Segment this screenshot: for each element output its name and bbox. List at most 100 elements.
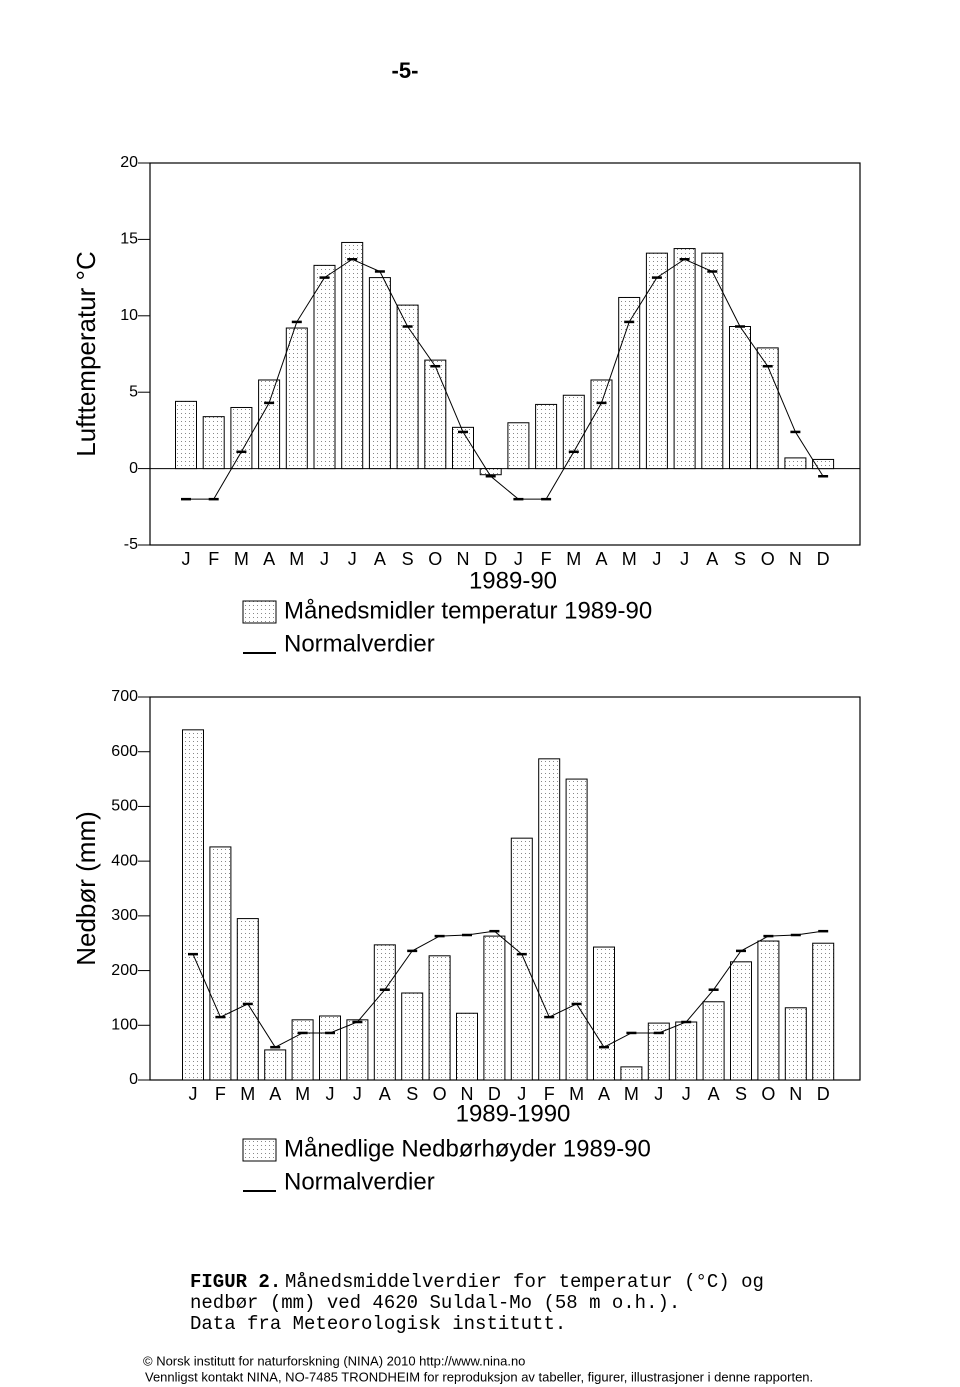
bar [424, 359, 447, 470]
x-tick-label: J [320, 549, 329, 569]
x-tick-label: D [488, 1084, 501, 1104]
bar [510, 837, 533, 1081]
y-tick-label: 0 [129, 1071, 138, 1088]
bar [483, 935, 506, 1081]
bar [428, 955, 451, 1081]
bar [313, 264, 336, 470]
bar [368, 277, 391, 470]
x-tick-label: N [789, 1084, 802, 1104]
y-tick-label: 0 [129, 460, 138, 477]
x-tick-label: J [326, 1084, 335, 1104]
bar [373, 944, 396, 1081]
bar [175, 400, 197, 470]
legend-swatch [242, 600, 277, 624]
x-tick-label: S [734, 549, 746, 569]
y-tick-label: 5 [129, 383, 138, 400]
page-number: -5- [392, 58, 419, 83]
legend-label: Månedsmidler temperatur 1989-90 [284, 597, 652, 624]
y-tick-label: 10 [120, 307, 138, 324]
bar [645, 252, 668, 470]
bar [452, 426, 474, 470]
bar [346, 1019, 369, 1081]
x-tick-label: J [189, 1084, 198, 1104]
line [192, 930, 824, 1048]
x-tick-label: S [402, 549, 414, 569]
x-tick-label: O [761, 1084, 775, 1104]
x-tick-label: A [595, 549, 607, 569]
x-tick-label: A [708, 1084, 720, 1104]
y-tick-label: 400 [111, 852, 138, 869]
x-axis-label: 1989-90 [469, 567, 557, 594]
bar [701, 252, 724, 470]
x-tick-label: J [654, 1084, 663, 1104]
x-tick-label: A [263, 549, 275, 569]
x-tick-label: N [789, 549, 802, 569]
x-tick-label: J [652, 549, 661, 569]
bar [264, 1049, 287, 1081]
bar [730, 961, 752, 1081]
bar [456, 1012, 478, 1081]
bar [675, 1021, 698, 1081]
x-tick-label: M [569, 1084, 584, 1104]
bar [479, 468, 502, 476]
x-tick-label: D [817, 549, 830, 569]
x-tick-label: J [514, 549, 523, 569]
y-tick-label: 15 [120, 231, 138, 248]
x-tick-label: F [208, 549, 219, 569]
y-tick-label: 100 [111, 1017, 138, 1034]
footer-line: Vennligst kontakt NINA, NO-7485 TRONDHEI… [145, 1369, 813, 1384]
x-tick-label: A [379, 1084, 391, 1104]
bar [535, 403, 558, 470]
x-tick-label: F [544, 1084, 555, 1104]
footer-line: © Norsk institutt for naturforskning (NI… [143, 1353, 525, 1368]
bar [319, 1015, 341, 1081]
x-tick-label: M [622, 549, 637, 569]
y-tick-label: 500 [111, 798, 138, 815]
y-tick-label: 600 [111, 743, 138, 760]
bar [401, 992, 424, 1081]
bar [593, 946, 615, 1081]
bar [673, 248, 696, 470]
bar [209, 846, 232, 1081]
line [186, 258, 824, 500]
y-tick-label: 20 [120, 154, 138, 171]
x-tick-label: J [682, 1084, 691, 1104]
bar [507, 422, 530, 470]
x-tick-label: J [517, 1084, 526, 1104]
x-tick-label: F [541, 549, 552, 569]
bar [236, 918, 259, 1081]
bar [812, 458, 835, 470]
x-tick-label: M [240, 1084, 255, 1104]
bar [565, 778, 588, 1081]
bar [341, 241, 364, 470]
caption-label: FIGUR 2. [190, 1271, 281, 1293]
bar [202, 416, 225, 470]
legend-label: Månedlige Nedbørhøyder 1989-90 [284, 1135, 651, 1162]
x-tick-label: N [461, 1084, 474, 1104]
x-tick-label: S [406, 1084, 418, 1104]
x-tick-label: O [433, 1084, 447, 1104]
x-tick-label: O [428, 549, 442, 569]
x-tick-label: J [182, 549, 191, 569]
x-tick-label: M [289, 549, 304, 569]
caption-line: nedbør (mm) ved 4620 Suldal-Mo (58 m o.h… [190, 1292, 680, 1314]
x-tick-label: N [457, 549, 470, 569]
x-tick-label: A [269, 1084, 281, 1104]
bar [538, 758, 561, 1081]
x-tick-label: O [761, 549, 775, 569]
bar [620, 1066, 643, 1081]
bar [784, 457, 807, 470]
bar [230, 406, 253, 470]
bar [784, 1007, 807, 1081]
x-tick-label: A [706, 549, 718, 569]
x-tick-label: A [374, 549, 386, 569]
bar [396, 304, 419, 470]
y-tick-label: -5 [124, 536, 138, 553]
bar [291, 1019, 314, 1081]
x-tick-label: M [566, 549, 581, 569]
bar [285, 327, 308, 470]
caption-line: Data fra Meteorologisk institutt. [190, 1313, 566, 1335]
y-tick-label: 700 [111, 688, 138, 705]
x-tick-label: D [817, 1084, 830, 1104]
